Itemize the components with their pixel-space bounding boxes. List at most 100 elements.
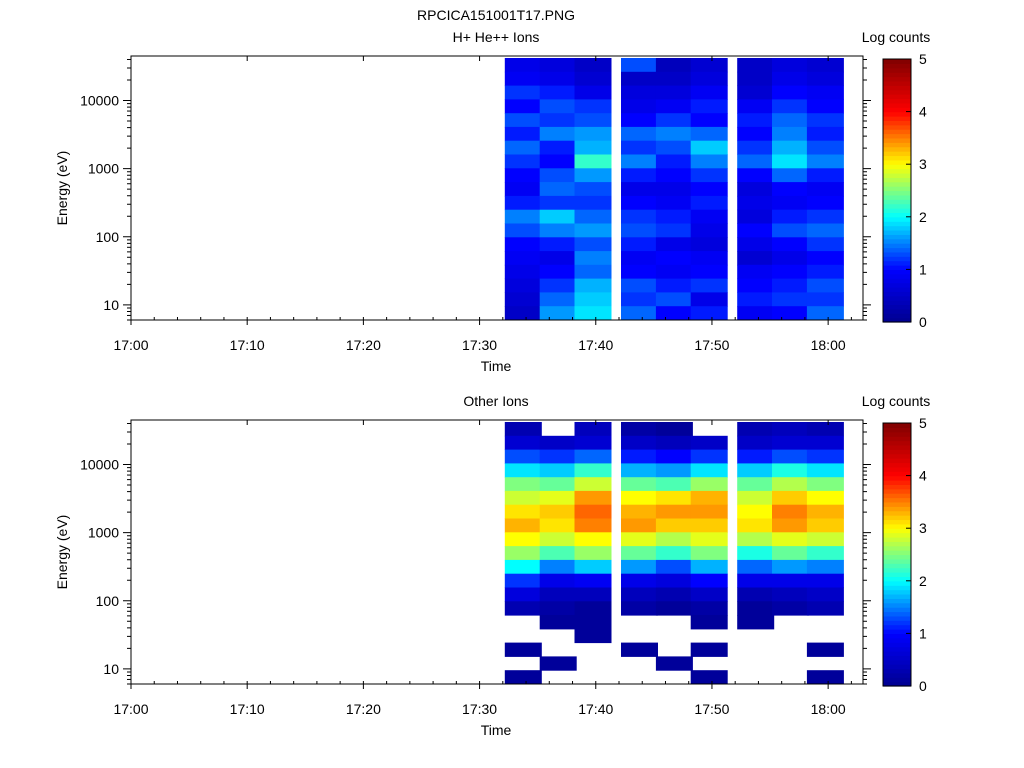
heatmap-cell xyxy=(772,449,809,464)
colorbar-swatch xyxy=(883,607,911,613)
heatmap-cell xyxy=(655,573,693,588)
heatmap-cell xyxy=(690,99,728,114)
colorbar-swatch xyxy=(883,558,911,564)
heatmap-cell xyxy=(737,140,775,155)
heatmap-cell xyxy=(621,504,658,519)
colorbar-swatch xyxy=(883,611,911,617)
heatmap-cell xyxy=(504,71,542,87)
heatmap-cell xyxy=(539,656,577,671)
heatmap-cell xyxy=(737,573,775,588)
heatmap-cell xyxy=(655,463,693,478)
heatmap-cell xyxy=(690,532,728,547)
heatmap-cell xyxy=(806,140,844,155)
heatmap-cell xyxy=(504,463,542,478)
colorbar-label: Log counts xyxy=(862,29,931,45)
heatmap-cell xyxy=(621,140,658,155)
colorbar-swatch xyxy=(883,466,911,472)
heatmap-cell xyxy=(504,99,542,114)
colorbar-swatch xyxy=(883,85,911,91)
colorbar-swatch xyxy=(883,510,911,516)
panel-title: H+ He++ Ions xyxy=(453,29,540,45)
heatmap-cell xyxy=(737,195,775,211)
colorbar-tick-label: 4 xyxy=(919,104,927,120)
colorbar-swatch xyxy=(883,484,911,490)
heatmap-cell xyxy=(504,601,542,616)
heatmap-cell xyxy=(772,85,809,100)
heatmap-cell xyxy=(655,99,693,114)
colorbar-swatch xyxy=(883,655,911,661)
heatmap-cell xyxy=(690,126,728,142)
colorbar-swatch xyxy=(883,637,911,643)
heatmap-cell xyxy=(772,223,809,238)
heatmap-cell xyxy=(806,182,844,197)
heatmap-cell xyxy=(574,113,612,128)
colorbar-swatch xyxy=(883,247,911,253)
colorbar-swatch xyxy=(883,194,911,200)
colorbar-swatch xyxy=(883,67,911,73)
heatmap-cell xyxy=(655,306,693,321)
colorbar-swatch xyxy=(883,129,911,135)
colorbar-swatch xyxy=(883,519,911,525)
colorbar-swatch xyxy=(883,462,911,468)
heatmap-cell xyxy=(504,237,542,252)
colorbar-swatch xyxy=(883,427,911,433)
colorbar-swatch xyxy=(883,94,911,100)
colorbar-swatch xyxy=(883,479,911,485)
heatmap-cell xyxy=(655,85,693,100)
heatmap-cell xyxy=(772,237,809,252)
colorbar-swatch xyxy=(883,107,911,113)
heatmap-cell xyxy=(737,264,775,280)
heatmap-cell xyxy=(539,573,577,588)
colorbar-swatch xyxy=(883,72,911,78)
heatmap-cell xyxy=(574,546,612,561)
colorbar-swatch xyxy=(883,317,911,323)
heatmap-cell xyxy=(655,292,693,307)
heatmap-cell xyxy=(772,154,809,169)
x-tick-label: 17:50 xyxy=(694,337,729,353)
heatmap-cell xyxy=(772,182,809,197)
colorbar-swatch xyxy=(883,550,911,556)
heatmap-cell xyxy=(772,490,809,506)
heatmap-cell xyxy=(621,85,658,100)
heatmap-cell xyxy=(655,422,693,437)
heatmap-cell xyxy=(655,264,693,280)
colorbar-swatch xyxy=(883,506,911,512)
heatmap-cell xyxy=(574,209,612,224)
colorbar-swatch xyxy=(883,190,911,196)
heatmap-cell xyxy=(539,601,577,616)
heatmap-cell xyxy=(539,532,577,547)
heatmap-cell xyxy=(737,615,775,630)
colorbar-swatch xyxy=(883,159,911,165)
colorbar-swatch xyxy=(883,216,911,222)
y-tick-label: 10 xyxy=(103,661,119,677)
heatmap-cell xyxy=(655,532,693,547)
colorbar-frame xyxy=(882,58,912,323)
heatmap-cell xyxy=(621,601,658,616)
colorbar-swatch xyxy=(883,142,911,148)
colorbar-swatch xyxy=(883,212,911,218)
heatmap-cell xyxy=(690,264,728,280)
heatmap-cell xyxy=(772,278,809,293)
colorbar-swatch xyxy=(883,664,911,670)
heatmap-cell xyxy=(655,237,693,252)
heatmap-cell xyxy=(655,209,693,224)
heatmap-cell xyxy=(690,58,728,73)
heatmap-cell xyxy=(737,532,775,547)
heatmap-cell xyxy=(504,126,542,142)
x-axis-label: Time xyxy=(481,358,512,374)
colorbar-swatch xyxy=(883,269,911,275)
heatmap-cell xyxy=(772,209,809,224)
heatmap-cell xyxy=(621,168,658,183)
heatmap-cell xyxy=(539,195,577,211)
heatmap-cell xyxy=(655,587,693,602)
heatmap-cell xyxy=(574,237,612,252)
heatmap-cell xyxy=(806,573,844,588)
colorbar-swatch xyxy=(883,260,911,266)
colorbar-swatch xyxy=(883,168,911,174)
heatmap-cell xyxy=(655,656,693,671)
y-axis: 10 100 1000 10000 xyxy=(80,58,871,321)
heatmap-cell xyxy=(690,463,728,478)
heatmap-cell xyxy=(621,477,658,492)
heatmap-cell xyxy=(772,601,809,616)
